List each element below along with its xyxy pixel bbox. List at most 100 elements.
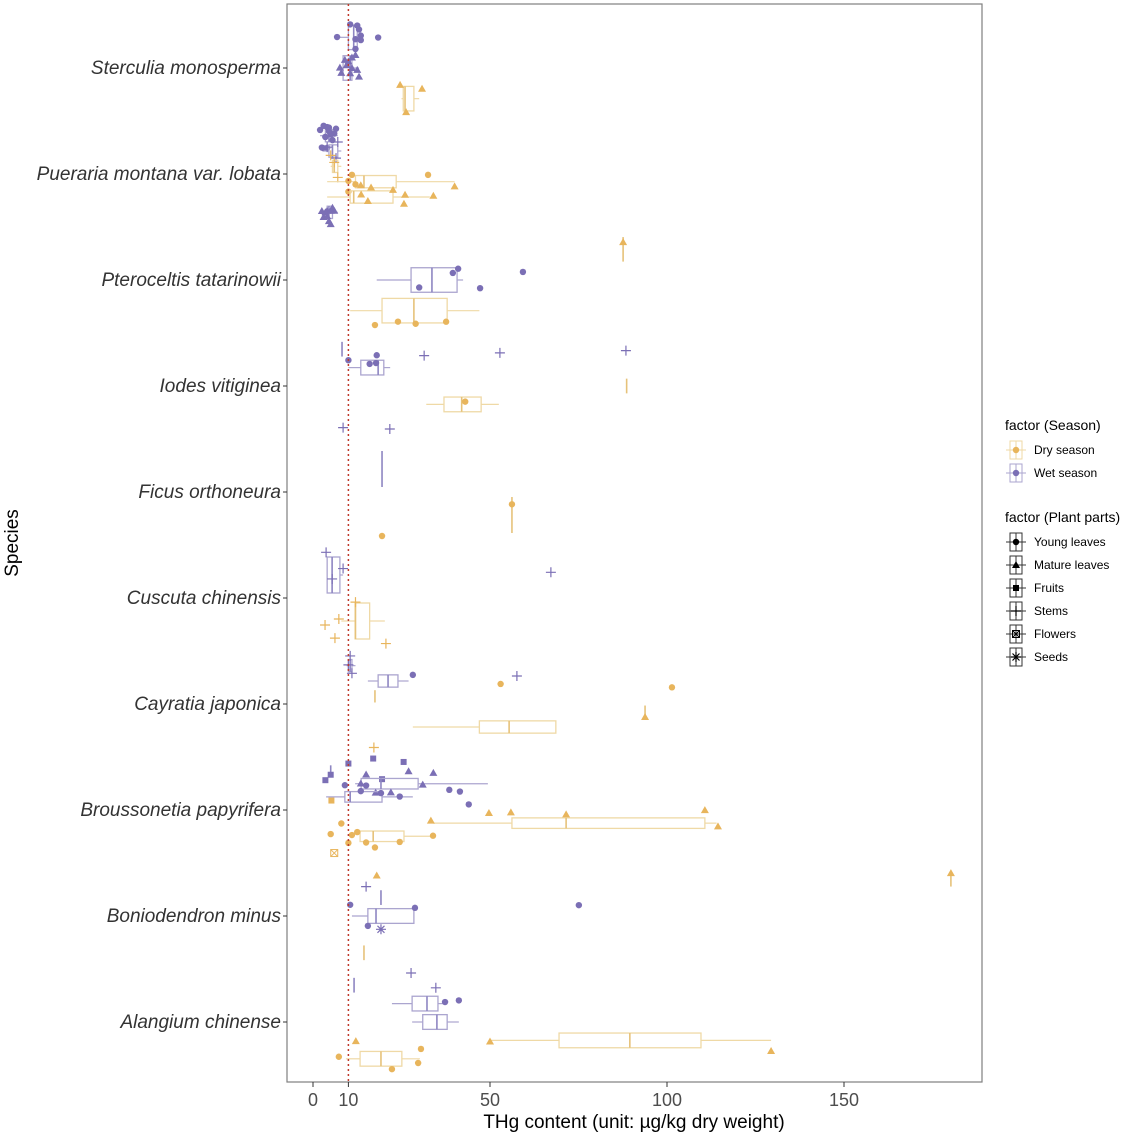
square-marker bbox=[322, 777, 329, 784]
species-group bbox=[316, 122, 459, 228]
triangle-marker bbox=[418, 84, 427, 92]
species-group bbox=[343, 650, 676, 753]
marks-layer bbox=[316, 4, 955, 1082]
data-point bbox=[347, 53, 356, 61]
species-group bbox=[320, 547, 556, 649]
circle-marker bbox=[476, 284, 484, 292]
data-point bbox=[411, 904, 419, 912]
plus-marker bbox=[350, 597, 361, 608]
data-point bbox=[355, 72, 364, 80]
square-marker bbox=[345, 760, 352, 767]
plus-marker bbox=[325, 150, 336, 161]
y-tick-label: Boniodendron minus bbox=[107, 906, 282, 927]
square-marker bbox=[1013, 585, 1019, 591]
circle-marker bbox=[362, 839, 370, 846]
data-point bbox=[402, 108, 411, 116]
box bbox=[511, 817, 706, 830]
data-point bbox=[373, 352, 380, 359]
circle-marker bbox=[352, 45, 359, 53]
x-marker bbox=[1012, 630, 1020, 638]
plus-marker bbox=[346, 668, 357, 679]
data-point bbox=[329, 157, 340, 168]
species-group bbox=[335, 967, 776, 1073]
legend: factor (Season) Dry season Wet season facto… bbox=[1005, 417, 1120, 667]
plus-marker bbox=[332, 172, 343, 183]
circle-marker bbox=[411, 904, 419, 912]
circle-marker bbox=[366, 360, 373, 368]
y-tick-label: Pteroceltis tatarinowii bbox=[101, 270, 281, 291]
data-point bbox=[321, 547, 332, 558]
circle-marker bbox=[357, 36, 364, 44]
legend-key-dry-icon bbox=[1012, 446, 1020, 454]
triangle-marker bbox=[372, 871, 381, 879]
circle-marker bbox=[332, 125, 340, 132]
box-group-dry-young bbox=[378, 497, 516, 540]
square-marker bbox=[400, 758, 407, 765]
circle-marker bbox=[417, 1045, 425, 1053]
x-tick-label: 0 bbox=[308, 1090, 318, 1110]
data-point bbox=[335, 63, 344, 71]
triangle-marker bbox=[713, 822, 722, 830]
data-point bbox=[396, 793, 403, 800]
circle-marker bbox=[396, 838, 403, 846]
y-tick-label: Broussonetia papyrifera bbox=[80, 800, 281, 821]
triangle-marker bbox=[356, 779, 365, 787]
triangle-marker bbox=[429, 191, 438, 199]
box-group-wet-stems bbox=[341, 341, 631, 361]
data-point bbox=[417, 1045, 425, 1053]
box-group-dry-young bbox=[374, 680, 676, 703]
circle-marker bbox=[354, 828, 361, 836]
legend-key-young-icon bbox=[1012, 538, 1020, 546]
data-point bbox=[361, 881, 372, 892]
box-group-dry-mature bbox=[396, 80, 427, 116]
data-point bbox=[575, 901, 583, 909]
data-point bbox=[486, 1037, 494, 1045]
triangle-marker bbox=[363, 196, 372, 204]
circle-marker bbox=[1012, 446, 1020, 454]
box-group-dry-fruits bbox=[328, 797, 335, 804]
data-point bbox=[322, 777, 329, 784]
circle-marker bbox=[508, 501, 516, 508]
triangle-marker bbox=[404, 767, 413, 775]
circle-marker bbox=[455, 997, 463, 1004]
data-point bbox=[414, 1059, 422, 1067]
circle-marker bbox=[378, 532, 386, 540]
circle-marker bbox=[449, 269, 457, 277]
data-point bbox=[506, 808, 515, 816]
box-group-wet-seeds bbox=[375, 924, 386, 935]
y-tick-label: Sterculia monosperma bbox=[91, 58, 281, 79]
data-point bbox=[767, 1046, 776, 1054]
box-group-wet-young bbox=[346, 901, 583, 930]
plus-marker bbox=[511, 670, 522, 681]
data-point bbox=[327, 573, 338, 584]
square-marker bbox=[327, 771, 334, 778]
data-point bbox=[406, 967, 417, 978]
data-point bbox=[400, 758, 407, 765]
box-group-dry-stems bbox=[325, 150, 343, 183]
plus-marker bbox=[419, 350, 430, 361]
data-point bbox=[342, 61, 351, 69]
circle-marker bbox=[357, 32, 364, 39]
box-group-dry-mature bbox=[327, 181, 459, 207]
circle-marker bbox=[1012, 469, 1020, 477]
legend-key-seeds-icon bbox=[1011, 652, 1021, 662]
species-group bbox=[350, 237, 628, 329]
data-point bbox=[429, 768, 438, 776]
circle-marker bbox=[325, 128, 333, 135]
triangle-marker bbox=[317, 207, 326, 215]
triangle-marker bbox=[362, 770, 371, 778]
circle-marker bbox=[371, 321, 379, 329]
data-point bbox=[330, 849, 339, 858]
data-point bbox=[484, 808, 493, 816]
data-point bbox=[476, 284, 484, 292]
circle-marker bbox=[373, 352, 380, 359]
box-group-dry-young bbox=[426, 396, 499, 413]
data-point bbox=[362, 839, 370, 846]
data-point bbox=[370, 755, 377, 762]
plus-marker bbox=[333, 613, 344, 624]
data-point bbox=[333, 33, 341, 41]
circle-marker bbox=[429, 832, 437, 839]
circle-marker bbox=[346, 901, 354, 908]
box bbox=[360, 359, 385, 376]
data-point bbox=[412, 320, 419, 327]
